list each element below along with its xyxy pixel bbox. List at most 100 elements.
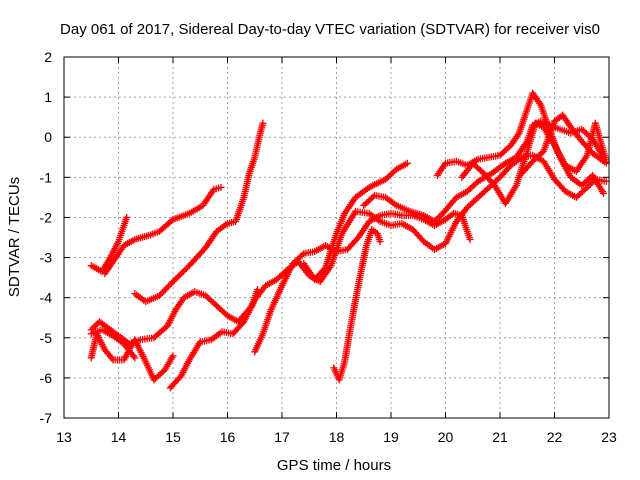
data-point (226, 314, 229, 317)
x-tick-label: 21 (492, 429, 508, 445)
data-point (172, 280, 174, 283)
data-point (360, 270, 362, 273)
y-tick-label: -2 (40, 209, 53, 225)
data-point (488, 186, 490, 189)
series-markers (166, 151, 610, 392)
data-point (499, 176, 501, 179)
data-point (580, 140, 583, 143)
data-point (357, 236, 360, 239)
series-markers (131, 119, 267, 306)
x-tick-label: 14 (111, 429, 127, 445)
series-track-f (131, 119, 267, 306)
y-tick-label: -7 (40, 410, 53, 426)
series-markers (300, 159, 411, 284)
data-point (243, 196, 245, 199)
data-point (580, 128, 583, 130)
data-point (542, 126, 545, 128)
x-tick-label: 22 (547, 429, 563, 445)
data-point (125, 216, 128, 219)
data-point (441, 212, 444, 215)
data-point (338, 379, 341, 381)
data-point (104, 349, 106, 351)
data-point (164, 369, 166, 371)
data-point (368, 186, 371, 189)
data-point (433, 224, 436, 227)
data-point (504, 202, 507, 205)
data-point (292, 262, 294, 265)
data-point (531, 92, 534, 94)
data-point (491, 172, 493, 175)
data-point (188, 212, 191, 215)
x-tick-label: 23 (601, 429, 617, 445)
data-point (390, 224, 392, 227)
data-point (134, 357, 136, 359)
data-point (221, 330, 223, 333)
data-point (444, 218, 447, 221)
data-point (90, 332, 93, 335)
data-point (422, 240, 425, 243)
data-point (256, 288, 259, 291)
chart-title: Day 061 of 2017, Sidereal Day-to-day VTE… (60, 21, 600, 38)
data-point (542, 160, 545, 163)
data-point (553, 120, 556, 122)
data-point (215, 230, 218, 233)
data-point (433, 248, 436, 251)
data-point (368, 220, 371, 223)
data-point (452, 212, 455, 215)
data-point (324, 244, 327, 247)
data-point (600, 158, 602, 161)
data-point (570, 126, 572, 128)
data-point (134, 238, 136, 241)
data-point (330, 264, 332, 267)
data-point (510, 144, 512, 147)
data-point (422, 218, 425, 221)
data-point (379, 240, 381, 243)
data-point (262, 332, 264, 335)
data-point (354, 210, 357, 213)
series-track-g (166, 151, 610, 392)
data-point (379, 214, 381, 217)
data-point (270, 308, 272, 311)
data-point (188, 359, 191, 361)
series-track-a (87, 213, 131, 276)
data-point (561, 114, 564, 116)
data-point (466, 206, 469, 209)
data-point (395, 168, 398, 171)
data-point (570, 132, 572, 135)
data-point (477, 180, 480, 183)
data-point (123, 342, 125, 345)
data-point (553, 178, 556, 181)
data-point (281, 284, 283, 287)
data-point (362, 204, 365, 207)
data-point (461, 176, 463, 179)
data-point (504, 162, 507, 165)
y-tick-label: 1 (44, 89, 52, 105)
data-point (169, 387, 172, 389)
data-point (594, 122, 597, 124)
data-point (518, 132, 520, 135)
data-point (134, 338, 136, 341)
data-point (471, 162, 474, 165)
data-point (515, 156, 518, 159)
data-point (564, 190, 567, 193)
data-point (172, 218, 174, 221)
data-point (368, 212, 371, 215)
data-point (444, 162, 447, 165)
data-point (183, 296, 185, 299)
data-point (499, 154, 501, 157)
data-point (264, 284, 267, 287)
series-track-n (518, 111, 610, 177)
data-point (526, 108, 529, 110)
data-point (390, 212, 392, 215)
data-point (466, 164, 469, 167)
y-tick-label: 0 (44, 129, 52, 145)
data-point (215, 304, 218, 307)
data-point (406, 162, 409, 165)
data-point (343, 212, 346, 215)
data-point (262, 122, 264, 124)
data-point (534, 122, 537, 124)
series-track-e (87, 326, 139, 362)
data-point (466, 190, 469, 193)
